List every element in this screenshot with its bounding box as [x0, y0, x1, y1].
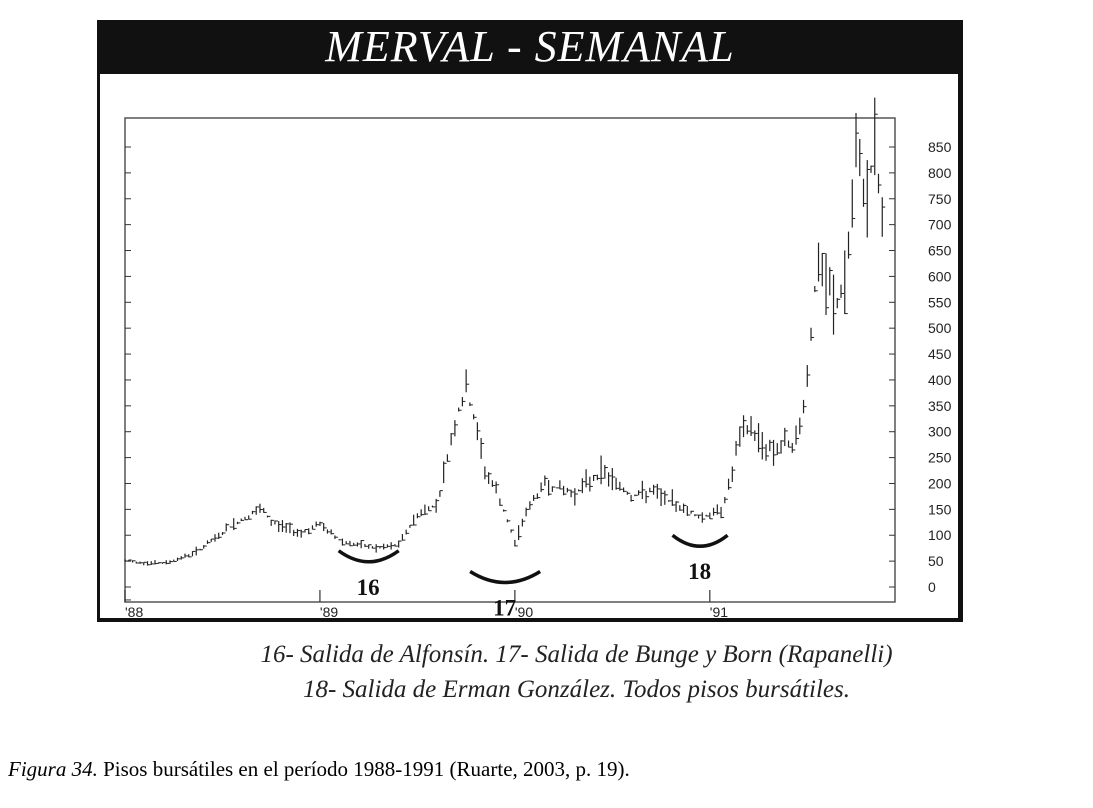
y-tick-label: 550: [928, 294, 952, 310]
y-tick-label: 800: [928, 165, 952, 181]
y-tick-label: 150: [928, 501, 952, 517]
y-tick-label: 850: [928, 139, 952, 155]
chart-area: 850 800 750 700 650 600 550 500 450 400 350 300 250 2…: [100, 74, 958, 618]
annotation-label-18: 18: [688, 559, 711, 584]
x-tick-label: '88: [125, 604, 143, 618]
annotation-arc-16: [337, 549, 400, 564]
y-tick-label: 300: [928, 424, 952, 440]
y-tick-label: 500: [928, 320, 952, 336]
figure-caption: Figura 34. Pisos bursátiles en el períod…: [8, 757, 630, 782]
y-tick-label: 0: [928, 579, 936, 595]
y-tick-label: 600: [928, 268, 952, 284]
merval-chart: 8508007507006506005505004504003503002502…: [124, 97, 952, 618]
y-tick-label: 100: [928, 527, 952, 543]
plot-border: [124, 117, 896, 603]
y-tick-label: 650: [928, 243, 952, 259]
annotation-arc-18: [671, 533, 729, 548]
chart-title: MERVAL - SEMANAL: [97, 20, 963, 74]
y-tick-label: 700: [928, 217, 952, 233]
annotation-arc-17: [469, 569, 542, 585]
y-tick-label: 750: [928, 191, 952, 207]
x-tick-label: '90: [515, 604, 533, 618]
chart-caption-line-1: 16- Salida de Alfonsín. 17- Salida de Bu…: [260, 641, 893, 668]
figure-caption-label: Figura 34.: [8, 757, 98, 781]
y-tick-label: 450: [928, 346, 952, 362]
chart-caption-line-2: 18- Salida de Erman González. Todos piso…: [302, 676, 851, 703]
y-tick-label: 50: [928, 553, 944, 569]
annotation-label-17: 17: [493, 595, 516, 618]
y-tick-label: 400: [928, 372, 952, 388]
chart-frame: MERVAL - SEMANAL 850 800 750 700 650 600 550 50…: [97, 20, 963, 622]
x-tick-label: '91: [710, 604, 728, 618]
y-tick-label: 350: [928, 398, 952, 414]
y-tick-label: 250: [928, 450, 952, 466]
annotation-label-16: 16: [357, 575, 380, 600]
x-tick-label: '89: [320, 604, 338, 618]
figure-caption-text: Pisos bursátiles en el período 1988-1991…: [97, 757, 630, 781]
y-tick-label: 200: [928, 475, 952, 491]
